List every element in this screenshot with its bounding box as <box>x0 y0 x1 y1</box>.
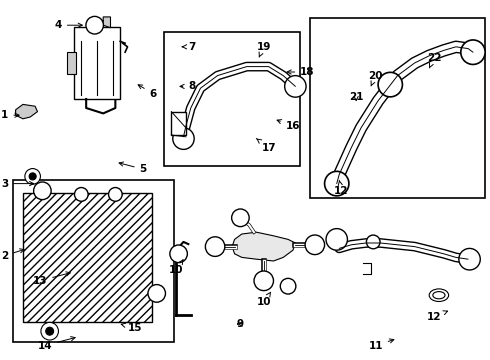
Text: 9: 9 <box>237 319 244 329</box>
Ellipse shape <box>34 182 51 199</box>
Ellipse shape <box>41 323 58 340</box>
Ellipse shape <box>205 237 225 256</box>
Polygon shape <box>232 232 295 261</box>
Text: 1: 1 <box>1 110 19 120</box>
Text: 17: 17 <box>256 139 276 153</box>
Ellipse shape <box>429 289 449 301</box>
Text: 15: 15 <box>121 323 142 333</box>
Ellipse shape <box>170 245 187 263</box>
Bar <box>23 193 152 322</box>
Ellipse shape <box>232 209 249 227</box>
Text: 19: 19 <box>256 42 271 57</box>
Text: 18: 18 <box>287 67 315 77</box>
Ellipse shape <box>86 17 103 34</box>
Ellipse shape <box>254 271 273 291</box>
Polygon shape <box>16 104 38 119</box>
Ellipse shape <box>285 76 306 97</box>
Text: 21: 21 <box>349 92 364 102</box>
Text: 8: 8 <box>180 81 196 91</box>
Ellipse shape <box>46 327 53 335</box>
Ellipse shape <box>280 278 296 294</box>
Text: 14: 14 <box>37 337 75 351</box>
Text: 4: 4 <box>54 20 82 30</box>
Bar <box>164 32 300 166</box>
Text: 12: 12 <box>427 311 447 322</box>
Bar <box>310 18 485 198</box>
Ellipse shape <box>378 72 402 97</box>
Text: 12: 12 <box>334 180 349 196</box>
Ellipse shape <box>305 235 324 255</box>
Polygon shape <box>96 17 110 28</box>
Bar <box>13 180 174 342</box>
Text: 13: 13 <box>33 272 70 286</box>
Bar <box>74 27 120 99</box>
Text: 7: 7 <box>182 42 196 52</box>
Bar <box>67 52 76 74</box>
Bar <box>172 112 186 135</box>
Ellipse shape <box>459 248 480 270</box>
Ellipse shape <box>148 285 166 302</box>
Text: 6: 6 <box>138 85 157 99</box>
Text: 22: 22 <box>427 53 441 68</box>
Text: 10: 10 <box>169 260 183 275</box>
Text: 11: 11 <box>368 339 394 351</box>
Ellipse shape <box>109 188 122 201</box>
Ellipse shape <box>324 171 349 196</box>
Ellipse shape <box>173 128 194 149</box>
Ellipse shape <box>25 168 41 184</box>
Ellipse shape <box>461 40 485 64</box>
Text: 20: 20 <box>368 71 383 86</box>
Text: 3: 3 <box>1 179 34 189</box>
Ellipse shape <box>367 235 380 249</box>
Text: 2: 2 <box>1 249 24 261</box>
Ellipse shape <box>433 292 445 299</box>
Text: 10: 10 <box>256 292 271 307</box>
Text: 5: 5 <box>119 162 147 174</box>
Ellipse shape <box>29 173 36 180</box>
Text: 16: 16 <box>277 120 300 131</box>
Ellipse shape <box>326 229 347 250</box>
Ellipse shape <box>74 188 88 201</box>
